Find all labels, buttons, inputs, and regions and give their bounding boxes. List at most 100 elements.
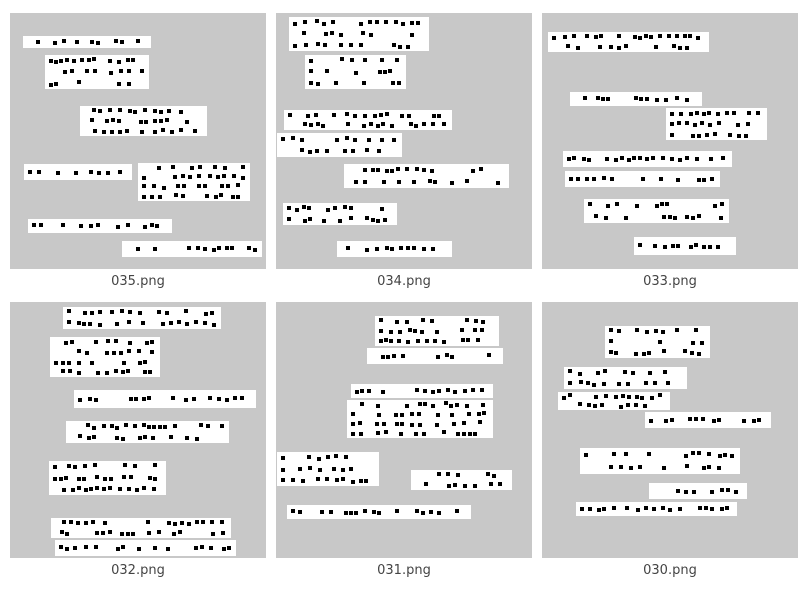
ink-dot xyxy=(594,214,598,218)
ink-dot xyxy=(174,193,178,197)
ink-dot xyxy=(376,124,380,128)
ink-dot xyxy=(159,110,163,114)
ink-dot xyxy=(89,487,93,491)
ink-dot xyxy=(401,354,405,358)
ink-dot xyxy=(392,43,396,47)
ink-dot xyxy=(193,129,197,133)
ink-dot xyxy=(592,177,596,181)
ink-dot xyxy=(710,177,714,181)
ink-dot xyxy=(153,477,157,481)
ink-dot xyxy=(372,510,376,514)
ink-dot xyxy=(77,80,81,84)
ink-dot xyxy=(369,122,373,126)
text-strip xyxy=(138,163,250,201)
ink-dot xyxy=(150,340,154,344)
text-strip xyxy=(23,36,151,48)
ink-dot xyxy=(171,165,175,169)
ink-dot xyxy=(309,81,313,85)
thumbnail-031[interactable] xyxy=(276,302,532,558)
file-name-035[interactable]: 035.png xyxy=(111,274,165,289)
ink-dot xyxy=(236,195,240,199)
ink-dot xyxy=(62,488,66,492)
ink-dot xyxy=(405,167,409,171)
ink-dot xyxy=(691,341,695,345)
file-name-033[interactable]: 033.png xyxy=(643,274,697,289)
ink-dot xyxy=(233,396,237,400)
ink-dot xyxy=(413,329,417,333)
ink-dot xyxy=(126,58,130,62)
ink-dot xyxy=(676,489,680,493)
ink-dot xyxy=(291,509,295,513)
ink-dot xyxy=(697,352,701,356)
ink-dot xyxy=(125,129,129,133)
ink-dot xyxy=(552,36,556,40)
ink-dot xyxy=(326,455,330,459)
ink-dot xyxy=(397,339,401,343)
thumbnail-032[interactable] xyxy=(10,302,266,558)
ink-dot xyxy=(323,43,327,47)
ink-dot xyxy=(648,371,652,375)
ink-dot xyxy=(351,422,355,426)
ink-dot xyxy=(220,424,224,428)
file-name-032[interactable]: 032.png xyxy=(111,563,165,578)
ink-dot xyxy=(679,112,683,116)
ink-dot xyxy=(225,398,229,402)
ink-dot xyxy=(375,422,379,426)
ink-dot xyxy=(92,108,96,112)
ink-dot xyxy=(734,490,738,494)
text-strip xyxy=(564,367,687,389)
ink-dot xyxy=(670,112,674,116)
ink-dot xyxy=(49,59,53,63)
ink-dot xyxy=(318,468,322,472)
ink-dot xyxy=(163,425,167,429)
ink-dot xyxy=(720,507,724,511)
ink-dot xyxy=(364,479,368,483)
ink-dot xyxy=(662,215,666,219)
ink-dot xyxy=(463,389,467,393)
ink-dot xyxy=(291,478,295,482)
ink-dot xyxy=(103,477,107,481)
ink-dot xyxy=(339,33,343,37)
ink-dot xyxy=(593,404,597,408)
ink-dot xyxy=(303,122,307,126)
ink-dot xyxy=(471,388,475,392)
ink-dot xyxy=(456,473,460,477)
ink-dot xyxy=(354,71,358,75)
ink-dot xyxy=(320,510,324,514)
ink-dot xyxy=(422,122,426,126)
file-name-031[interactable]: 031.png xyxy=(377,563,431,578)
ink-dot xyxy=(395,509,399,513)
thumbnail-030[interactable] xyxy=(542,302,798,558)
ink-dot xyxy=(161,128,165,132)
ink-dot xyxy=(349,467,353,471)
ink-dot xyxy=(112,351,116,355)
ink-dot xyxy=(85,351,89,355)
file-name-030[interactable]: 030.png xyxy=(643,563,697,578)
file-name-034[interactable]: 034.png xyxy=(377,274,431,289)
ink-dot xyxy=(88,322,92,326)
ink-dot xyxy=(96,223,100,227)
ink-dot xyxy=(471,169,475,173)
ink-dot xyxy=(716,112,720,116)
ink-dot xyxy=(567,157,571,161)
thumbnail-034[interactable] xyxy=(276,13,532,269)
ink-dot xyxy=(157,310,161,314)
ink-dot xyxy=(480,388,484,392)
ink-dot xyxy=(408,328,412,332)
ink-dot xyxy=(67,320,71,324)
ink-dot xyxy=(325,149,329,153)
thumbnail-035[interactable] xyxy=(10,13,266,269)
ink-dot xyxy=(136,39,140,43)
ink-dot xyxy=(298,510,302,514)
ink-dot xyxy=(465,318,469,322)
ink-dot xyxy=(332,467,336,471)
ink-dot xyxy=(91,520,95,524)
thumbnail-033[interactable] xyxy=(542,13,798,269)
ink-dot xyxy=(358,421,362,425)
ink-dot xyxy=(627,158,631,162)
ink-dot xyxy=(126,369,130,373)
text-strip xyxy=(49,461,166,495)
ink-dot xyxy=(690,351,694,355)
ink-dot xyxy=(309,69,313,73)
ink-dot xyxy=(335,138,339,142)
